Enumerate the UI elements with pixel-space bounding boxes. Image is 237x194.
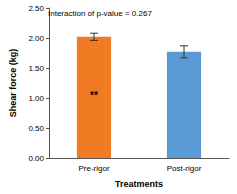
svg-text:1.00: 1.00	[28, 94, 44, 103]
svg-text:0.50: 0.50	[28, 124, 44, 133]
svg-text:2.50: 2.50	[28, 4, 44, 13]
svg-text:Pre-rigor: Pre-rigor	[78, 164, 109, 173]
svg-text:**: **	[90, 90, 98, 101]
svg-text:1.50: 1.50	[28, 64, 44, 73]
svg-text:2.00: 2.00	[28, 34, 44, 43]
svg-text:Post-rigor: Post-rigor	[167, 164, 202, 173]
svg-text:Interaction of p-value = 0.267: Interaction of p-value = 0.267	[48, 9, 152, 18]
svg-text:Treatments: Treatments	[115, 179, 163, 189]
svg-text:Shear force (kg): Shear force (kg)	[8, 49, 18, 118]
svg-text:0.00: 0.00	[28, 154, 44, 163]
